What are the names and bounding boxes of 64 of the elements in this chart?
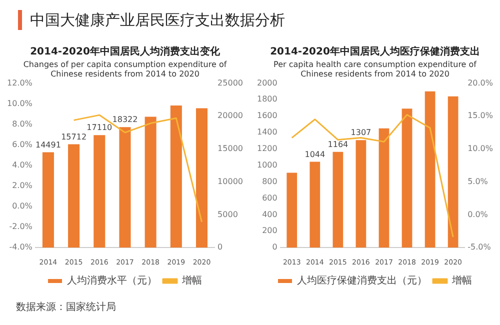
y2-tick-label: 0 xyxy=(218,242,223,252)
legend-label: 人均消费水平（元） xyxy=(67,274,157,287)
y2-tick-label: 15000 xyxy=(218,144,244,154)
y-tick-label: -2.0% xyxy=(9,222,33,232)
bar xyxy=(424,91,436,248)
source-note: 数据来源：国家统计局 xyxy=(16,300,116,314)
y2-tick-label: 0.0% xyxy=(468,210,488,219)
y-tick-label: 1200 xyxy=(257,144,278,154)
y2-tick-label: 15.0% xyxy=(468,111,494,120)
y-tick-label: 12.0% xyxy=(6,78,33,88)
bar xyxy=(332,152,344,248)
y-tick-label: 0 xyxy=(272,242,278,252)
y2-tick-label: 5000 xyxy=(218,210,238,219)
bar xyxy=(402,108,412,248)
data-label: 1307 xyxy=(350,128,372,138)
y-tick-label: 2.0% xyxy=(12,181,33,190)
bar xyxy=(286,172,298,248)
y2-tick-label: 10.0% xyxy=(468,144,494,154)
data-label: 17110 xyxy=(86,123,112,132)
bar xyxy=(310,162,320,248)
y-tick-label: -4.0% xyxy=(9,242,33,252)
legend-label: 增幅 xyxy=(181,274,202,287)
y-tick-label: 0.0% xyxy=(12,202,33,211)
y2-tick-label: 10000 xyxy=(218,176,244,186)
y-tick-label: 600 xyxy=(262,193,278,202)
bar xyxy=(94,135,106,248)
y-tick-label: 6.0% xyxy=(12,140,33,149)
bar xyxy=(68,144,80,248)
y-tick-label: 10.0% xyxy=(6,98,33,108)
chart-title: 2014-2020年中国居民人均医疗保健消费支出 xyxy=(270,46,480,58)
bar xyxy=(170,106,182,248)
y-tick-label: 1400 xyxy=(257,128,278,137)
data-label: 18322 xyxy=(112,115,138,124)
bar xyxy=(196,108,208,248)
bar xyxy=(42,152,54,248)
data-label: 1164 xyxy=(328,140,348,149)
data-label: 1044 xyxy=(304,150,326,159)
y-tick-label: 2000 xyxy=(257,78,278,88)
bar xyxy=(356,140,366,248)
chart-title: 2014-2020年中国居民人均消费支出变化 xyxy=(30,46,221,58)
bar xyxy=(119,127,131,248)
data-label: 15712 xyxy=(61,132,87,142)
y-tick-label: 200 xyxy=(262,226,278,236)
legend-label: 增幅 xyxy=(451,274,472,287)
y-tick-label: 8.0% xyxy=(12,119,33,128)
bar xyxy=(448,96,458,248)
text: 中国大健康产业居民医疗支出数据分析 xyxy=(18,10,285,30)
y-tick-label: 4.0% xyxy=(12,160,33,170)
legend-label: 人均医疗保健消费支出（元） xyxy=(297,274,427,287)
y2-tick-label: 20000 xyxy=(218,111,244,120)
y-tick-label: 400 xyxy=(262,210,278,219)
y2-tick-label: 5.0% xyxy=(468,176,488,186)
y2-tick-label: -5.0% xyxy=(468,242,492,252)
y-tick-label: 1800 xyxy=(257,94,278,104)
y-tick-label: 800 xyxy=(262,176,278,186)
data-label: 14491 xyxy=(35,140,61,150)
y-tick-label: 1600 xyxy=(257,111,278,120)
chart-subtitle: Changes of per capita consumption expenditure of Chinese residents from 2014 to 2020 xyxy=(23,60,227,78)
y2-tick-label: 20.0% xyxy=(468,78,494,88)
chart-subtitle: Per capita health care consumption expenditure of Chinese residents from 2014 to 2020 xyxy=(274,60,477,78)
y2-tick-label: 25000 xyxy=(218,78,244,88)
bar xyxy=(144,116,156,248)
y-tick-label: 1000 xyxy=(257,160,278,170)
bar xyxy=(378,128,390,248)
